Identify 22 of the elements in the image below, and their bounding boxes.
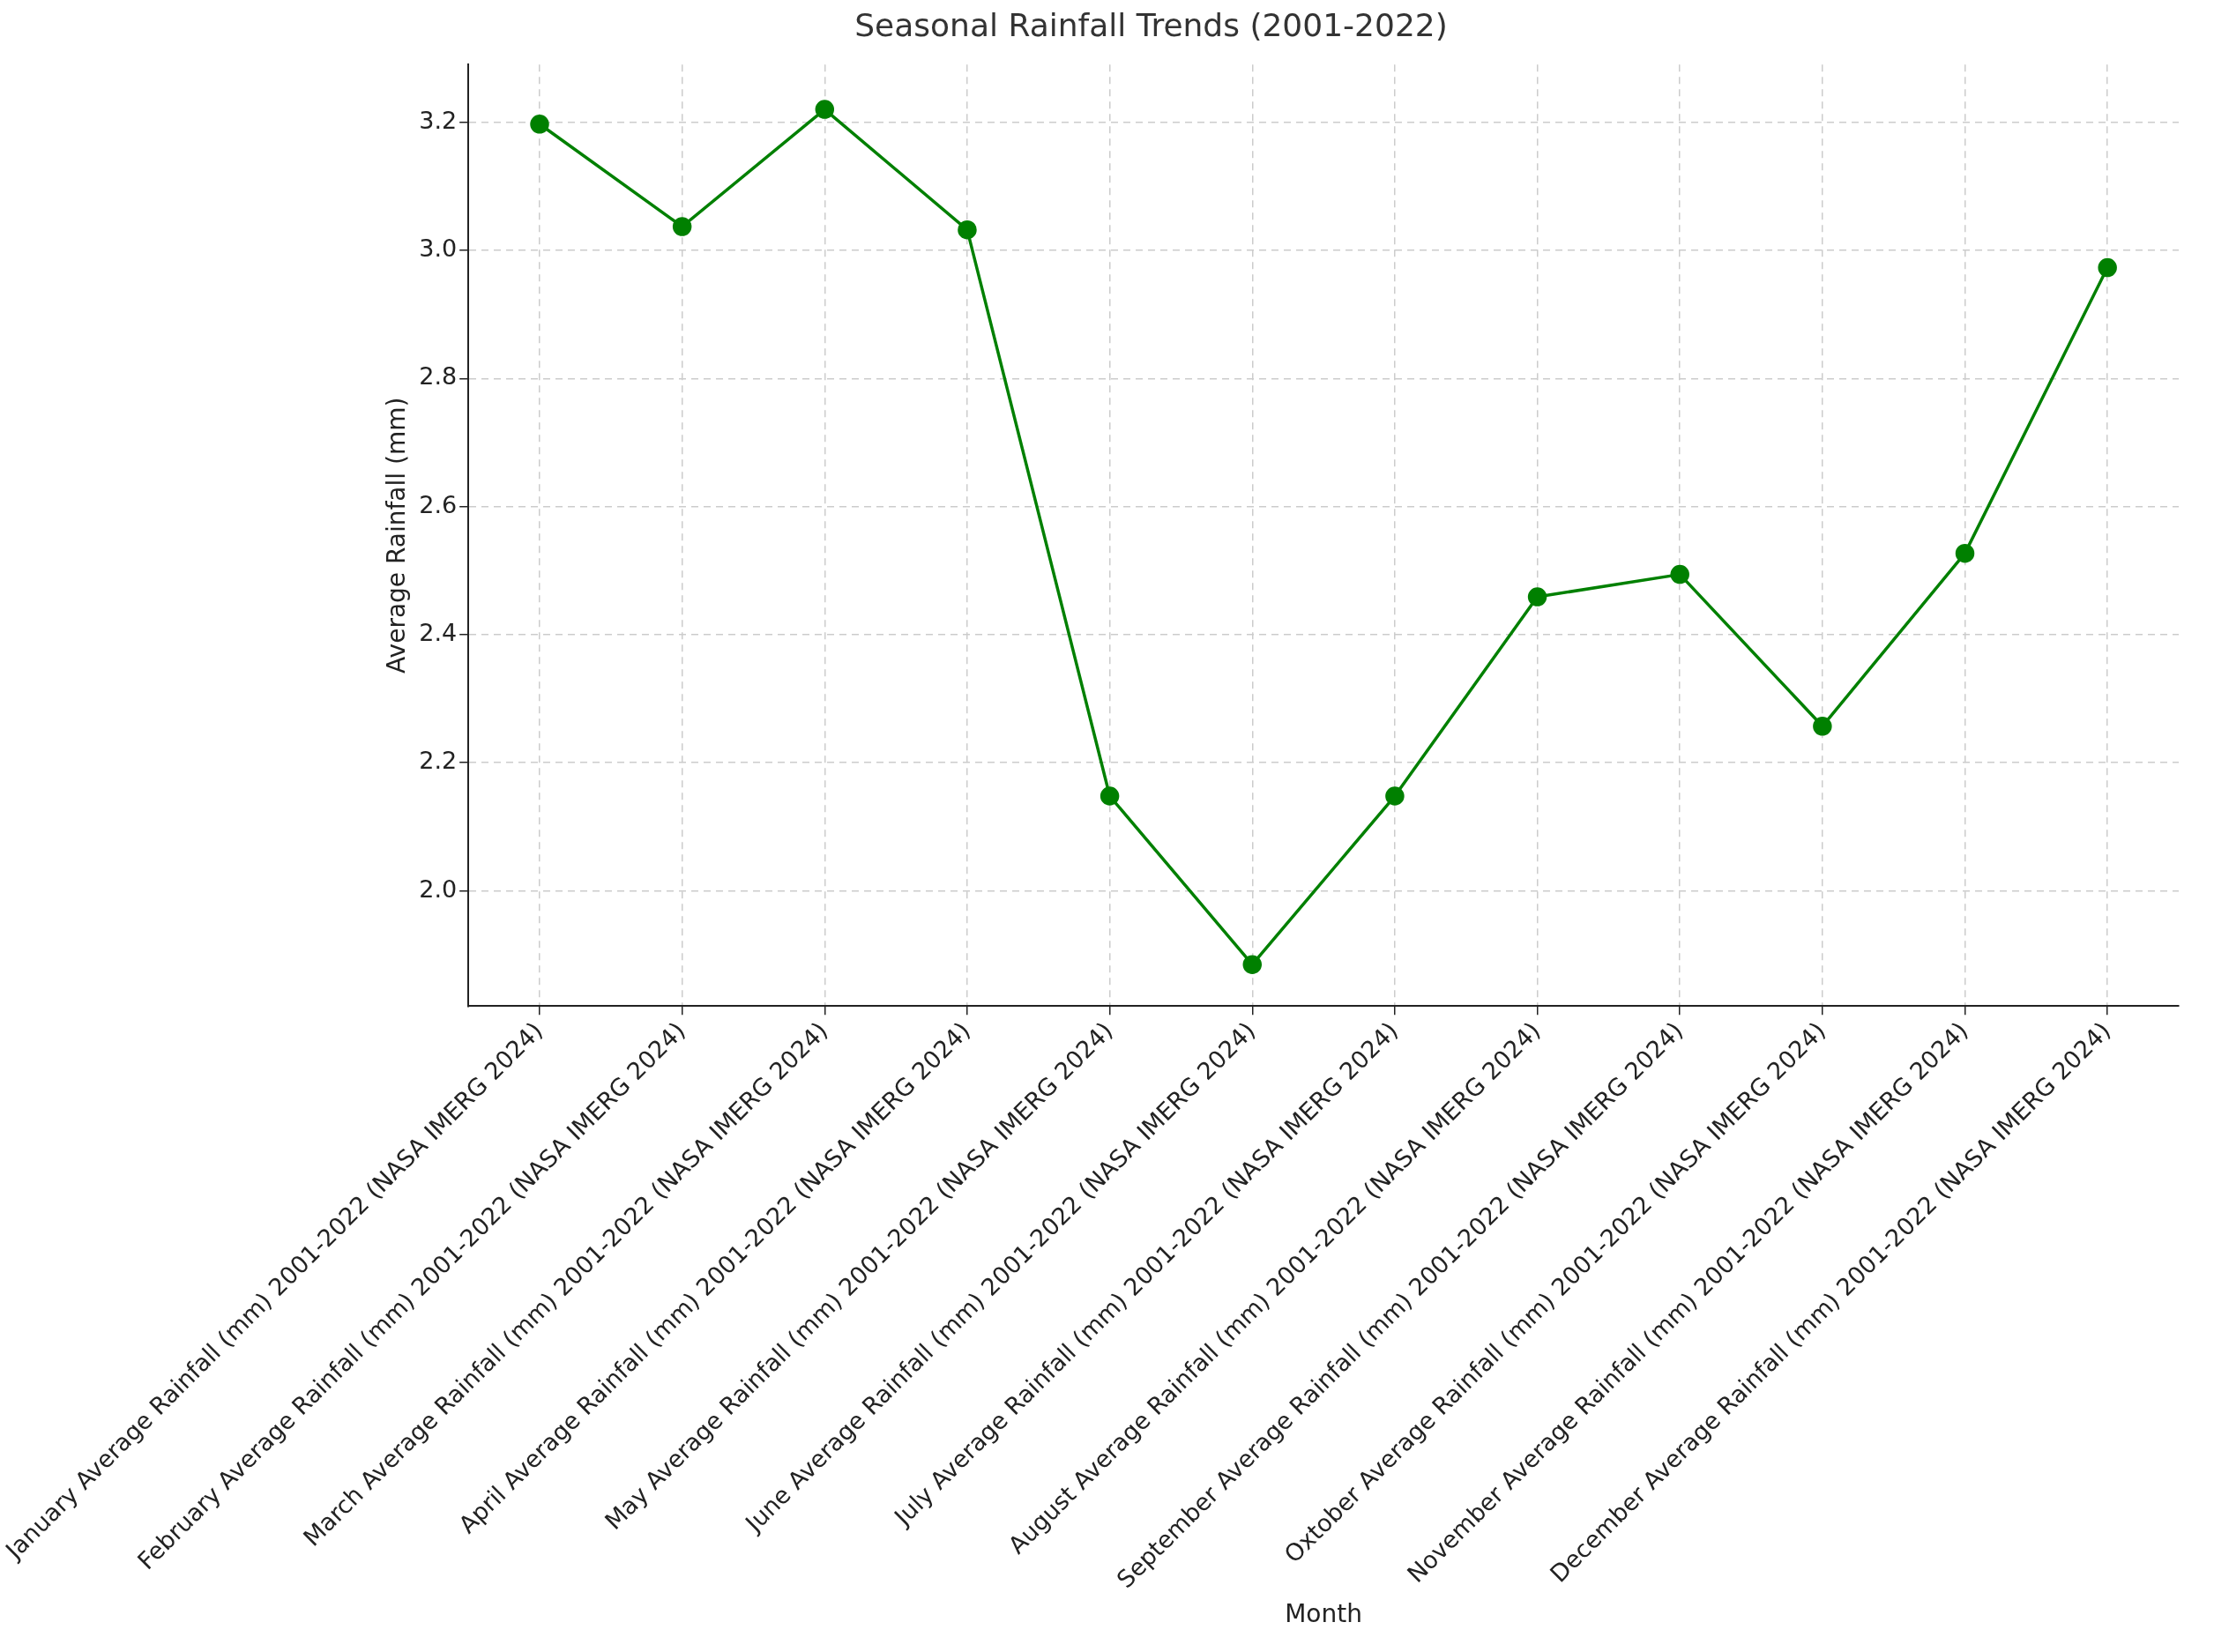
point bbox=[1955, 543, 1975, 563]
point bbox=[1100, 786, 1120, 806]
y-tick-label: 3.0 bbox=[419, 234, 458, 262]
point bbox=[1385, 786, 1405, 806]
point bbox=[815, 100, 835, 119]
point bbox=[1813, 717, 1832, 736]
y-tick-label: 3.2 bbox=[419, 106, 458, 134]
point bbox=[958, 220, 977, 240]
point bbox=[530, 115, 549, 134]
y-tick-label: 2.2 bbox=[419, 747, 458, 775]
y-axis-title: Average Rainfall (mm) bbox=[381, 397, 411, 673]
x-axis-title: Month bbox=[1285, 1599, 1362, 1629]
y-tick-label: 2.0 bbox=[419, 874, 458, 903]
chart-title: Seasonal Rainfall Trends (2001-2022) bbox=[854, 6, 1448, 43]
point bbox=[2098, 257, 2117, 278]
point bbox=[1527, 587, 1547, 606]
y-tick-label: 2.4 bbox=[419, 618, 458, 646]
point bbox=[1242, 955, 1263, 974]
y-tick-label: 2.6 bbox=[419, 490, 458, 518]
y-tick-label: 2.8 bbox=[419, 362, 458, 391]
point bbox=[1670, 564, 1689, 584]
point bbox=[672, 217, 692, 236]
